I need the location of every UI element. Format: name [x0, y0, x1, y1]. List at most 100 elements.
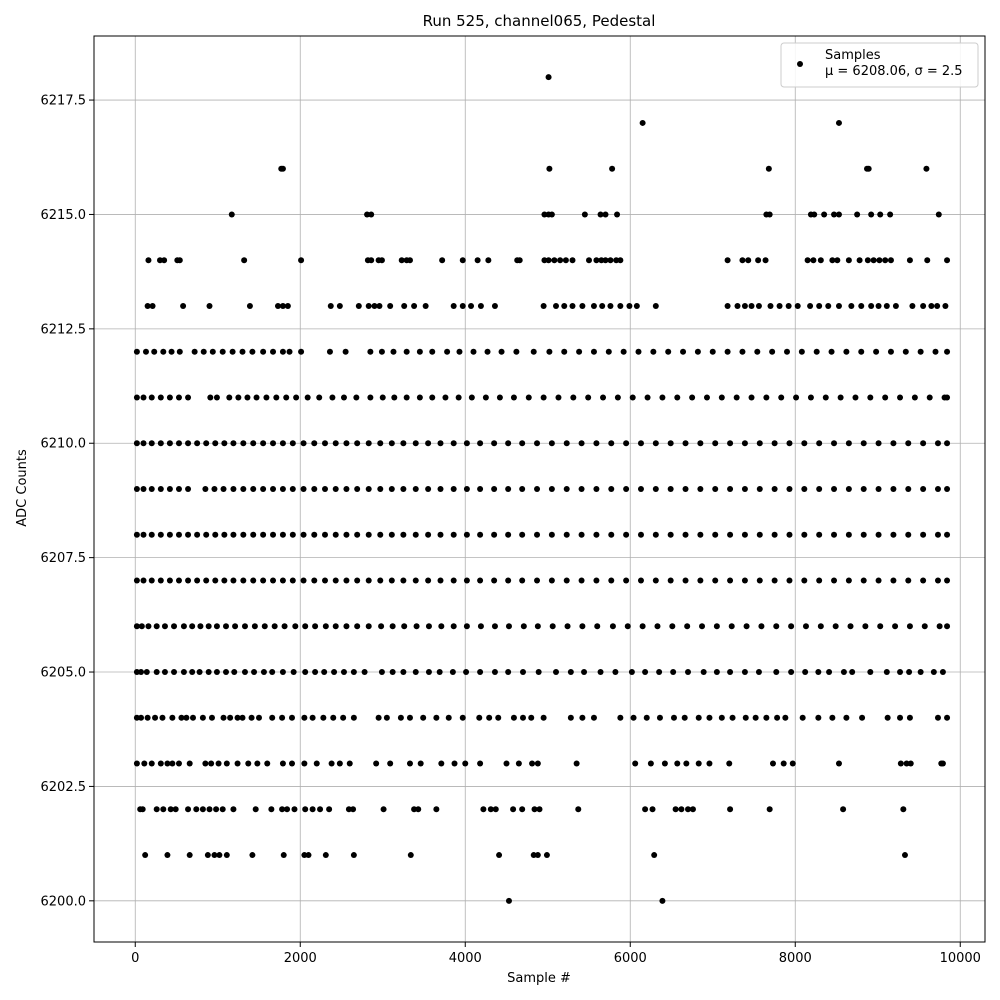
data-point [140, 440, 147, 447]
y-tick-label: 6200.0 [41, 894, 87, 909]
data-point [273, 394, 280, 401]
data-point [766, 211, 773, 218]
data-point [892, 623, 899, 630]
data-point [413, 623, 420, 630]
data-point [769, 760, 776, 767]
data-point [614, 394, 621, 401]
data-point [343, 486, 350, 492]
data-point [924, 257, 931, 264]
data-point [845, 486, 852, 492]
data-point [875, 486, 882, 492]
data-point [302, 623, 309, 630]
data-point [246, 302, 253, 309]
data-point [700, 669, 707, 676]
data-point [860, 440, 867, 447]
data-point [593, 440, 600, 447]
data-point [261, 623, 268, 630]
data-point [160, 348, 167, 355]
y-tick-label: 6217.5 [41, 94, 87, 109]
data-point [223, 669, 229, 676]
data-point [397, 714, 404, 721]
data-point [244, 394, 251, 401]
data-point [835, 211, 842, 218]
data-point [166, 577, 173, 584]
data-point [847, 623, 854, 630]
data-point [245, 760, 252, 767]
data-point [612, 669, 619, 676]
data-point [745, 257, 752, 264]
data-point [139, 806, 146, 813]
data-point [607, 257, 614, 264]
data-point [741, 669, 748, 676]
data-point [905, 440, 912, 447]
data-point [546, 165, 553, 172]
data-point [143, 669, 150, 676]
data-point [897, 760, 904, 767]
data-point [309, 806, 316, 813]
data-point [133, 531, 140, 538]
data-point [608, 486, 615, 492]
data-point [505, 577, 512, 584]
data-point [412, 440, 419, 447]
data-point [724, 348, 731, 355]
data-point [140, 531, 147, 538]
data-point [148, 531, 155, 538]
data-point [260, 486, 267, 492]
data-point [541, 257, 548, 264]
data-point [378, 257, 385, 264]
data-point [485, 257, 492, 264]
data-point [491, 623, 498, 630]
data-point [907, 760, 914, 767]
data-point [534, 577, 541, 584]
data-point [326, 806, 333, 813]
y-tick-label: 6210.0 [41, 437, 87, 452]
data-point [436, 669, 443, 676]
data-point [235, 394, 242, 401]
data-point [293, 394, 300, 401]
data-point [425, 440, 432, 447]
data-point [534, 486, 541, 492]
data-point [477, 531, 484, 538]
data-point [322, 486, 328, 492]
data-point [279, 348, 286, 355]
data-point [477, 577, 484, 584]
data-point [221, 577, 228, 584]
data-point [406, 714, 413, 721]
data-point [573, 760, 580, 767]
data-point [377, 577, 384, 584]
data-point [491, 669, 498, 676]
data-point [932, 348, 939, 355]
data-point [934, 577, 941, 584]
data-point [133, 394, 140, 401]
y-tick-label: 6212.5 [41, 322, 87, 337]
data-point [209, 348, 216, 355]
data-point [877, 623, 884, 630]
data-point [388, 531, 395, 538]
data-point [633, 302, 640, 309]
data-point [354, 531, 361, 538]
data-point [279, 531, 286, 538]
data-point [778, 394, 785, 401]
data-point [157, 531, 164, 538]
data-point [354, 440, 361, 447]
data-point [831, 486, 838, 492]
data-point [856, 257, 863, 264]
data-point [240, 440, 247, 447]
data-point [212, 531, 219, 538]
data-point [516, 257, 523, 264]
data-point [496, 394, 503, 401]
data-point [602, 211, 609, 218]
data-point [561, 302, 568, 309]
data-point [531, 806, 538, 813]
data-point [608, 531, 615, 538]
data-point [763, 714, 770, 721]
data-point [350, 806, 357, 813]
data-point [433, 714, 440, 721]
data-point [389, 623, 396, 630]
data-points [133, 74, 951, 904]
data-point [639, 623, 646, 630]
data-point [647, 760, 654, 767]
data-point [519, 486, 526, 492]
data-point [651, 852, 658, 859]
data-point [540, 394, 547, 401]
